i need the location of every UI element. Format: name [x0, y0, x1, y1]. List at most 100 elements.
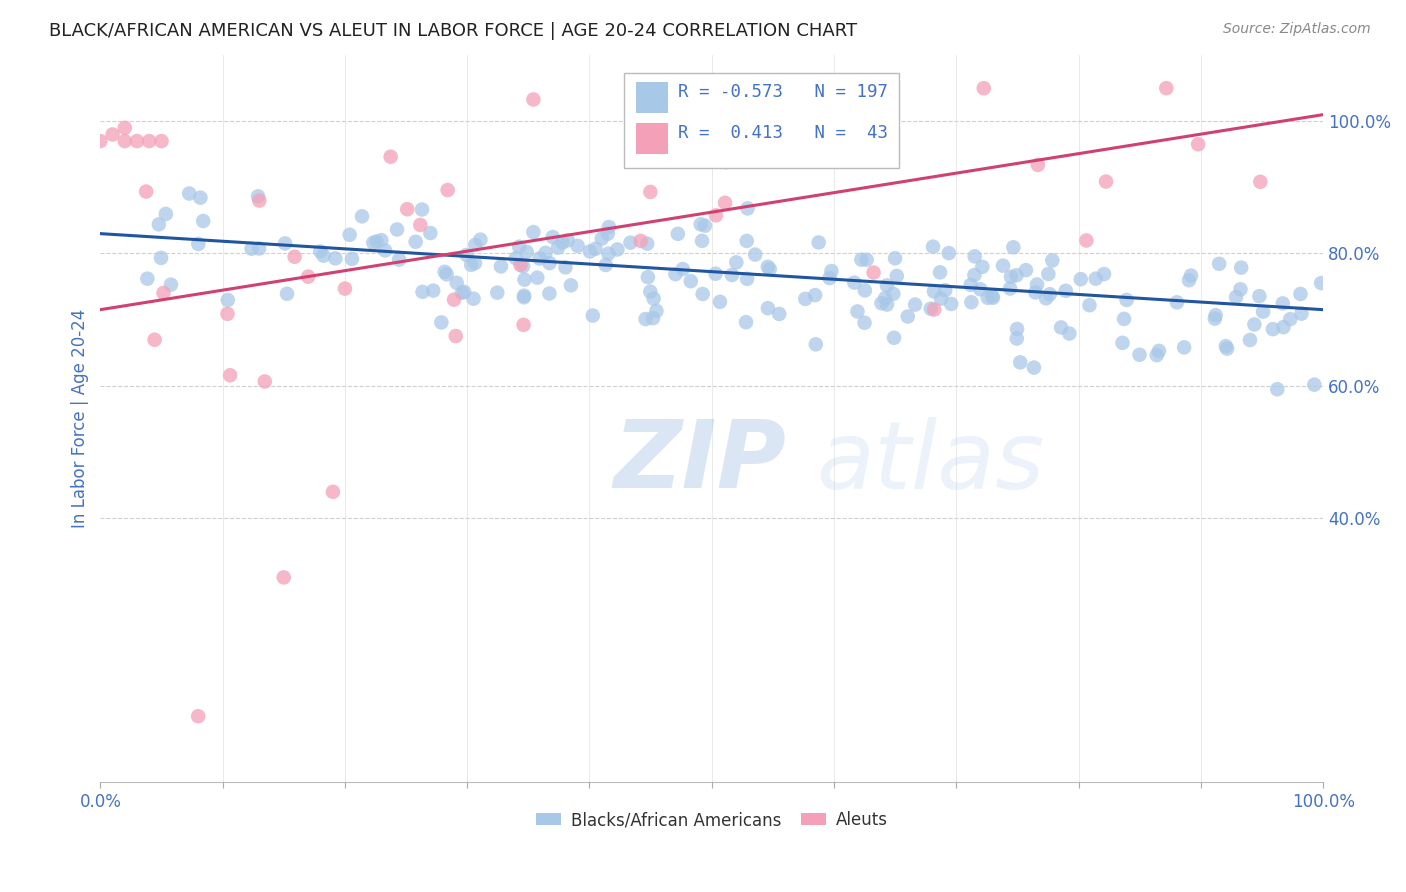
- Point: [509, 258, 531, 272]
- Point: [664, 267, 686, 281]
- Point: [725, 255, 748, 269]
- Point: [135, 185, 157, 199]
- Point: [998, 281, 1021, 295]
- Point: [844, 276, 866, 290]
- Point: [922, 240, 945, 254]
- Point: [412, 285, 434, 299]
- Point: [1026, 277, 1049, 292]
- Point: [143, 333, 166, 347]
- Point: [436, 268, 458, 282]
- Point: [1249, 175, 1271, 189]
- Point: [876, 297, 898, 311]
- Point: [1005, 332, 1028, 346]
- Point: [1272, 320, 1295, 334]
- Point: [541, 230, 564, 244]
- Point: [579, 244, 602, 259]
- Point: [138, 134, 160, 148]
- Point: [756, 260, 779, 274]
- Point: [411, 202, 433, 217]
- Point: [630, 234, 652, 248]
- Point: [960, 295, 983, 310]
- Point: [446, 276, 468, 290]
- Point: [882, 286, 904, 301]
- Point: [284, 250, 307, 264]
- Point: [325, 252, 347, 266]
- Point: [1225, 290, 1247, 304]
- Point: [634, 312, 657, 326]
- Point: [853, 284, 876, 298]
- Point: [489, 260, 512, 274]
- Point: [619, 235, 641, 250]
- Point: [714, 195, 737, 210]
- Point: [405, 235, 427, 249]
- Point: [333, 282, 356, 296]
- Point: [1040, 253, 1063, 268]
- Point: [1239, 333, 1261, 347]
- Point: [433, 265, 456, 279]
- Point: [606, 243, 628, 257]
- Text: atlas: atlas: [815, 417, 1043, 508]
- Point: [666, 227, 689, 241]
- Point: [963, 249, 986, 263]
- Point: [557, 233, 579, 247]
- Point: [513, 272, 536, 286]
- Point: [443, 293, 465, 307]
- FancyBboxPatch shape: [624, 73, 898, 168]
- Point: [794, 292, 817, 306]
- Point: [409, 218, 432, 232]
- Point: [1000, 269, 1022, 284]
- Point: [1271, 296, 1294, 310]
- Point: [554, 260, 576, 275]
- Point: [193, 214, 215, 228]
- Point: [846, 304, 869, 318]
- Point: [744, 247, 766, 261]
- Point: [922, 302, 945, 317]
- Point: [363, 235, 385, 250]
- Point: [721, 268, 744, 282]
- Point: [1229, 282, 1251, 296]
- Point: [322, 484, 344, 499]
- Point: [640, 285, 662, 299]
- Point: [637, 270, 659, 285]
- Point: [148, 218, 170, 232]
- Point: [709, 294, 731, 309]
- FancyBboxPatch shape: [636, 82, 668, 113]
- Point: [513, 290, 536, 304]
- Point: [851, 252, 873, 267]
- Point: [340, 252, 363, 266]
- Point: [855, 252, 877, 267]
- Point: [1187, 137, 1209, 152]
- Point: [1173, 340, 1195, 354]
- Point: [1024, 285, 1046, 300]
- Point: [374, 244, 396, 258]
- Point: [636, 236, 658, 251]
- Point: [807, 235, 830, 250]
- Point: [1010, 355, 1032, 369]
- Point: [534, 245, 557, 260]
- Point: [1205, 308, 1227, 322]
- Point: [1078, 298, 1101, 312]
- Point: [969, 282, 991, 296]
- Point: [486, 285, 509, 300]
- Point: [897, 310, 920, 324]
- Point: [813, 81, 835, 95]
- Point: [1076, 234, 1098, 248]
- Point: [136, 271, 159, 285]
- Point: [672, 262, 695, 277]
- Point: [884, 252, 907, 266]
- Point: [505, 251, 527, 265]
- Point: [941, 297, 963, 311]
- Point: [714, 155, 737, 169]
- Point: [247, 189, 270, 203]
- Point: [179, 186, 201, 201]
- Point: [595, 258, 617, 272]
- Point: [991, 259, 1014, 273]
- Point: [187, 236, 209, 251]
- Point: [1035, 291, 1057, 305]
- Point: [704, 208, 727, 222]
- Point: [551, 235, 574, 250]
- Point: [640, 185, 662, 199]
- Point: [529, 252, 551, 266]
- Point: [1291, 307, 1313, 321]
- Point: [737, 202, 759, 216]
